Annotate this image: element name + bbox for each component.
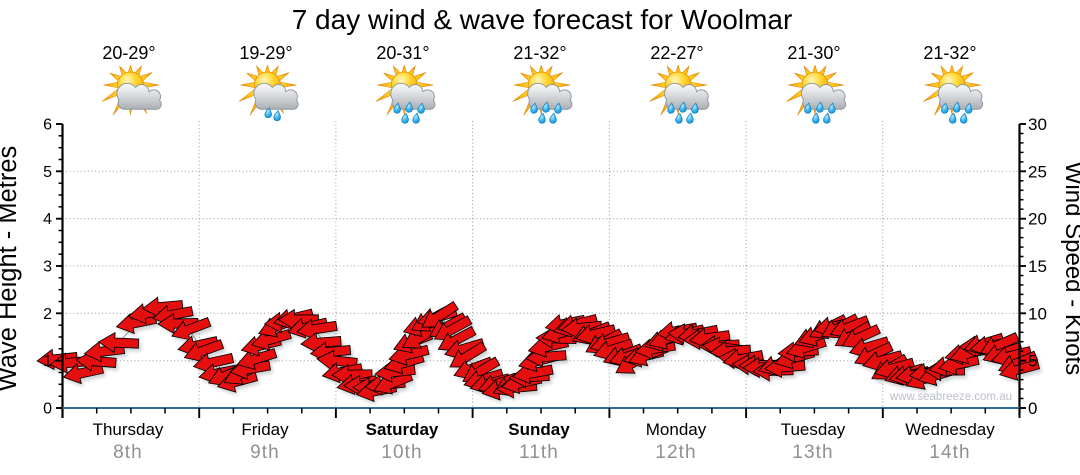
svg-text:6: 6 bbox=[43, 117, 52, 134]
svg-text:9th: 9th bbox=[250, 442, 280, 463]
svg-text:20: 20 bbox=[1028, 210, 1047, 229]
svg-text:20-31°: 20-31° bbox=[376, 43, 429, 63]
svg-text:8th: 8th bbox=[113, 442, 143, 463]
svg-text:15: 15 bbox=[1028, 257, 1047, 276]
svg-text:www.seabreeze.com.au: www.seabreeze.com.au bbox=[889, 391, 1012, 403]
svg-text:5: 5 bbox=[43, 164, 52, 181]
svg-text:1: 1 bbox=[43, 353, 52, 370]
svg-text:0: 0 bbox=[43, 401, 52, 418]
svg-text:Monday: Monday bbox=[646, 420, 707, 439]
svg-text:21-32°: 21-32° bbox=[923, 43, 976, 63]
svg-text:11th: 11th bbox=[519, 442, 559, 463]
svg-text:19-29°: 19-29° bbox=[239, 43, 292, 63]
svg-text:Wave Height - Metres: Wave Height - Metres bbox=[0, 146, 22, 392]
svg-text:7 day wind & wave forecast for: 7 day wind & wave forecast for Woolmar bbox=[292, 4, 793, 35]
svg-text:0: 0 bbox=[1028, 399, 1037, 418]
svg-text:Saturday: Saturday bbox=[366, 420, 439, 439]
svg-text:12th: 12th bbox=[655, 442, 696, 463]
svg-text:25: 25 bbox=[1028, 162, 1047, 181]
svg-text:Friday: Friday bbox=[241, 420, 289, 439]
svg-text:14th: 14th bbox=[929, 442, 970, 463]
svg-text:Sunday: Sunday bbox=[508, 420, 570, 439]
svg-text:4: 4 bbox=[43, 211, 52, 228]
svg-text:21-30°: 21-30° bbox=[787, 43, 840, 63]
svg-text:Thursday: Thursday bbox=[93, 420, 164, 439]
svg-text:10th: 10th bbox=[381, 442, 422, 463]
svg-text:3: 3 bbox=[43, 259, 52, 276]
svg-text:30: 30 bbox=[1028, 115, 1047, 134]
svg-text:10: 10 bbox=[1028, 304, 1047, 323]
svg-text:Wednesday: Wednesday bbox=[905, 420, 995, 439]
svg-text:21-32°: 21-32° bbox=[513, 43, 566, 63]
svg-text:2: 2 bbox=[43, 306, 52, 323]
svg-text:5: 5 bbox=[1028, 352, 1037, 371]
svg-text:22-27°: 22-27° bbox=[650, 43, 703, 63]
svg-text:13th: 13th bbox=[792, 442, 833, 463]
svg-text:Tuesday: Tuesday bbox=[781, 420, 846, 439]
svg-text:20-29°: 20-29° bbox=[102, 43, 155, 63]
svg-text:Wind Speed - Knots: Wind Speed - Knots bbox=[1060, 162, 1080, 375]
